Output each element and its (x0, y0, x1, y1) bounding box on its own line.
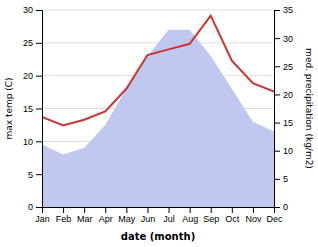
x-tick-mark (169, 207, 170, 213)
y2-tick: 35 (274, 5, 293, 15)
y-tick-label: 15 (23, 104, 33, 114)
y-tick-label: 30 (23, 5, 33, 15)
y-axis: 0 5 10 15 20 25 30 (23, 5, 43, 212)
y2-tick-label: 10 (283, 146, 293, 156)
x-tick: Jan (35, 207, 50, 224)
x-tick-mark (232, 207, 233, 213)
x-tick-label: Oct (225, 214, 240, 224)
y-tick-mark (36, 109, 42, 110)
x-tick: Oct (225, 207, 240, 224)
y2-tick-label: 35 (283, 5, 293, 15)
y2-tick-label: 0 (283, 202, 288, 212)
x-axis: Jan Feb Mar Apr May Jun Jul Aug Sep Oct Nov Dec (35, 207, 283, 224)
x-tick-mark (105, 207, 106, 213)
chart: JanFebMarAprMayJunJulAugSepOctNovDec0510… (0, 0, 318, 247)
y-tick-label: 25 (23, 38, 33, 48)
y2-tick-mark (274, 151, 280, 152)
x-tick-label: Jul (163, 214, 175, 224)
x-tick-mark (253, 207, 254, 213)
x-tick-mark (211, 207, 212, 213)
x-tick: May (118, 207, 136, 224)
y2-tick: 10 (274, 146, 293, 156)
y2-tick-mark (274, 94, 280, 95)
y2-tick: 5 (274, 174, 288, 184)
y-tick-mark (36, 76, 42, 77)
y-tick-mark (36, 207, 42, 208)
x-tick-label: Dec (266, 214, 283, 224)
y2-tick: 0 (274, 202, 288, 212)
grid-line (42, 10, 274, 11)
x-tick: Feb (56, 207, 72, 224)
y2-tick-label: 5 (283, 174, 288, 184)
x-tick-mark (190, 207, 191, 213)
y2-axis-title: med. precipitation (kg/m2) (304, 48, 314, 169)
x-tick-mark (84, 207, 85, 213)
y2-tick-mark (274, 66, 280, 67)
x-tick-label: Sep (203, 214, 219, 224)
x-tick: Jun (141, 207, 156, 224)
y2-tick-mark (274, 207, 280, 208)
y2-tick: 20 (274, 90, 293, 100)
x-tick-mark (63, 207, 64, 213)
x-tick: Mar (77, 207, 93, 224)
y-axis-title: max temp (C) (4, 77, 14, 139)
x-tick-label: Mar (77, 214, 93, 224)
x-tick-label: Aug (182, 214, 198, 224)
y2-tick-mark (274, 123, 280, 124)
y2-tick-label: 30 (283, 34, 293, 44)
x-tick-mark (126, 207, 127, 213)
y2-tick: 15 (274, 118, 293, 128)
y-tick-mark (36, 174, 42, 175)
axis-domain (43, 208, 275, 214)
y-tick-label: 10 (23, 137, 33, 147)
y-tick: 30 (23, 5, 42, 15)
y2-tick: 25 (274, 62, 293, 72)
x-tick: Jul (163, 207, 175, 224)
x-axis-title: date (month) (121, 231, 195, 242)
y-tick-label: 5 (28, 170, 33, 180)
x-tick-label: May (118, 214, 136, 224)
plot: JanFebMarAprMayJunJulAugSepOctNovDec0510… (4, 5, 314, 242)
y2-tick: 30 (274, 34, 293, 44)
axis-domain (36, 11, 43, 208)
y-tick: 5 (28, 170, 42, 180)
x-tick: Sep (203, 207, 219, 224)
x-tick-label: Jun (141, 214, 156, 224)
y-tick: 10 (23, 137, 42, 147)
x-tick-label: Apr (99, 214, 113, 224)
y2-tick-mark (274, 38, 280, 39)
y-tick-label: 20 (23, 71, 33, 81)
axis-domain (275, 11, 281, 208)
y2-tick-label: 25 (283, 62, 293, 72)
y-tick-mark (36, 43, 42, 44)
y-tick: 15 (23, 104, 42, 114)
y2-tick-label: 15 (283, 118, 293, 128)
x-tick: Aug (182, 207, 198, 224)
x-tick: Dec (266, 207, 283, 224)
x-tick: Apr (99, 207, 113, 224)
y2-tick-label: 20 (283, 90, 293, 100)
y-tick-mark (36, 10, 42, 11)
grid (42, 10, 274, 207)
x-tick-mark (147, 207, 148, 213)
y2-tick-mark (274, 10, 280, 11)
y-tick-mark (36, 141, 42, 142)
x-tick-label: Feb (56, 214, 72, 224)
series-group (42, 16, 274, 207)
y2-tick-mark (274, 179, 280, 180)
area (42, 30, 274, 207)
y-tick: 20 (23, 71, 42, 81)
x-tick: Nov (245, 207, 262, 224)
x-tick-label: Nov (245, 214, 262, 224)
y-tick-label: 0 (28, 202, 33, 212)
y2-axis: 0 5 10 15 20 25 30 35 (274, 5, 293, 212)
line (42, 16, 274, 126)
y-tick: 25 (23, 38, 42, 48)
y-tick: 0 (28, 202, 42, 212)
x-tick-label: Jan (35, 214, 50, 224)
